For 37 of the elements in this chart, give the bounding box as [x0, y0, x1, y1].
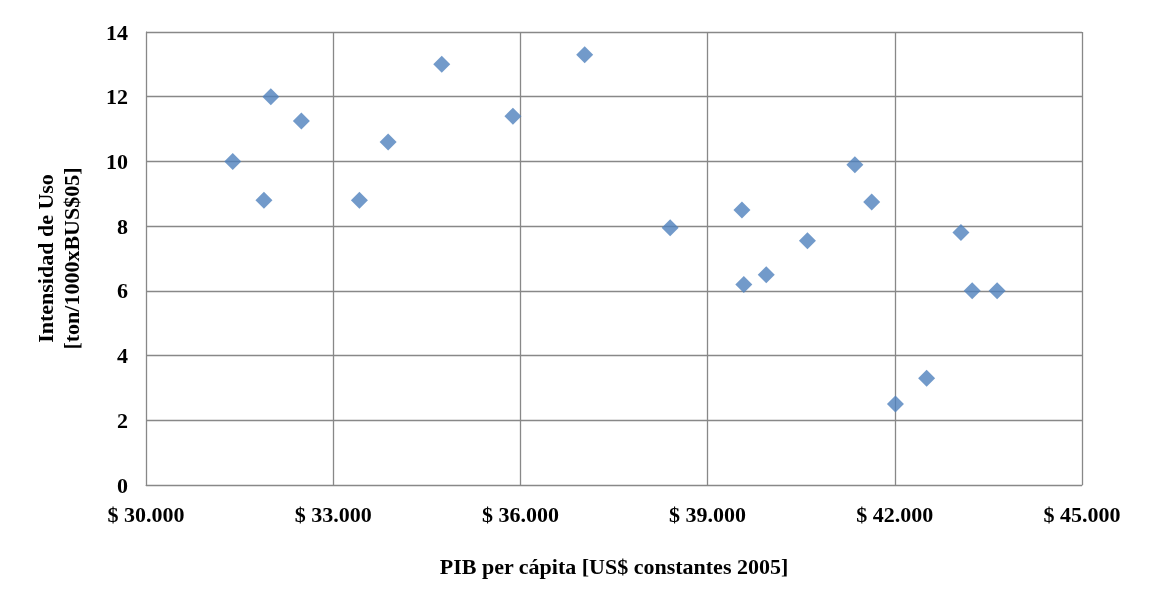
point — [262, 88, 280, 106]
point — [433, 55, 451, 73]
y-tick-label: 4 — [117, 343, 128, 369]
y-tick-label: 10 — [106, 148, 128, 174]
y-axis-title: Intensidad de Uso [ton/1000xBUS$05] — [32, 167, 84, 350]
point — [918, 369, 936, 387]
point — [255, 191, 273, 209]
point — [379, 133, 397, 151]
x-tick-label: $ 45.000 — [1043, 501, 1121, 527]
point — [733, 201, 751, 219]
y-tick-label: 0 — [117, 472, 128, 498]
point — [886, 395, 904, 413]
point — [504, 107, 522, 125]
y-tick-label: 2 — [117, 407, 128, 433]
y-tick-label: 12 — [106, 84, 128, 110]
point — [576, 46, 594, 64]
point — [988, 282, 1006, 300]
x-tick-label: $ 42.000 — [856, 501, 934, 527]
point — [292, 112, 310, 130]
point — [963, 282, 981, 300]
point — [350, 191, 368, 209]
x-tick-label: $ 36.000 — [481, 501, 559, 527]
point — [757, 266, 775, 284]
point — [846, 156, 864, 174]
x-tick-label: $ 33.000 — [294, 501, 372, 527]
point — [735, 275, 753, 293]
point — [952, 224, 970, 242]
point — [863, 193, 881, 211]
y-tick-label: 6 — [117, 278, 128, 304]
y-tick-label: 14 — [106, 19, 128, 45]
point — [224, 152, 242, 170]
x-axis-title: PIB per cápita [US$ constantes 2005] — [439, 553, 789, 579]
point — [798, 232, 816, 250]
x-tick-label: $ 39.000 — [669, 501, 747, 527]
point — [661, 219, 679, 237]
y-tick-label: 8 — [117, 213, 128, 239]
x-tick-label: $ 30.000 — [107, 501, 185, 527]
